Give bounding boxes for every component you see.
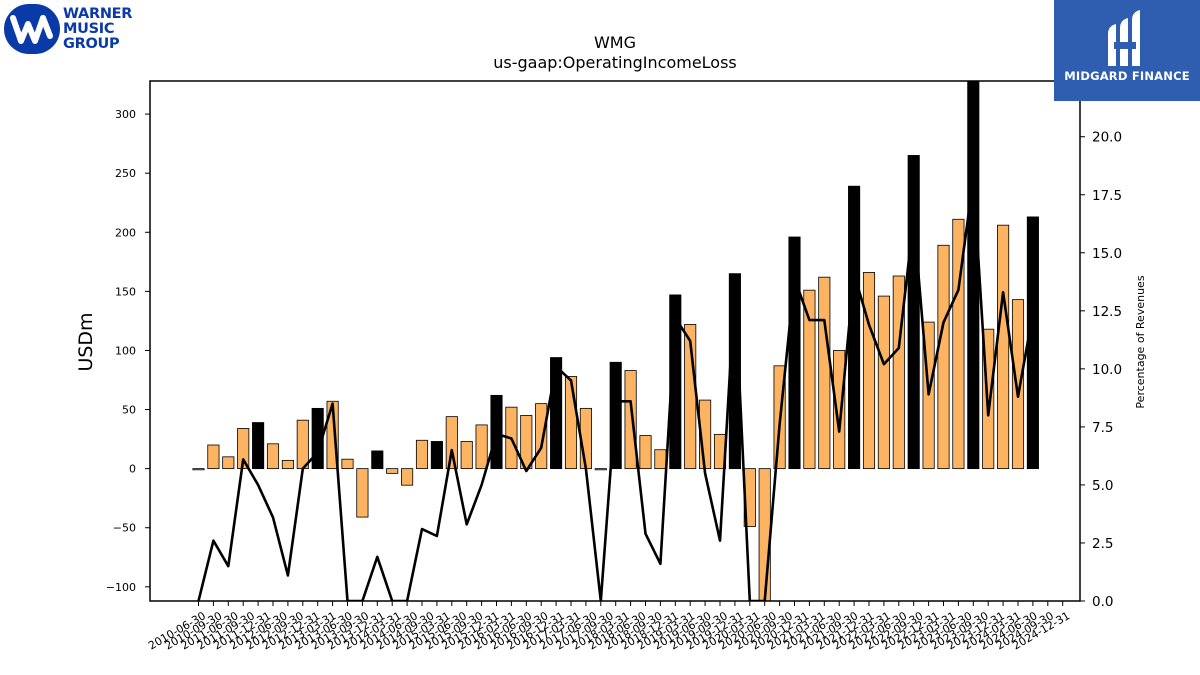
- quarter-bar: [281, 459, 294, 470]
- y2-tick-label: 10.0: [1092, 362, 1122, 378]
- y-tick-label: −50: [113, 522, 136, 535]
- wmg-logo-line: GROUP: [63, 36, 120, 52]
- y-tick-label: 150: [115, 285, 136, 298]
- quarter-bar: [192, 468, 205, 471]
- quarter-bar: [1011, 299, 1025, 470]
- percentage-line: [197, 177, 1035, 601]
- plot-frame: [149, 80, 1081, 602]
- y-tick-label: 50: [122, 404, 136, 417]
- quarter-bar: [386, 468, 399, 474]
- quarter-bar: [624, 370, 637, 470]
- midgard-brand-text: MIDGARD FINANCE: [1064, 69, 1190, 83]
- quarter-bar: [937, 244, 950, 470]
- wmg-logo-line: MUSIC: [63, 21, 115, 37]
- y2-tick-label: 2.5: [1092, 536, 1113, 552]
- y-tick-label: 300: [115, 108, 136, 121]
- y2-axis-label: Percentage of Revenues: [1134, 275, 1147, 408]
- y-axis-label: USDm: [75, 312, 97, 371]
- y2-tick-label: 17.5: [1092, 188, 1122, 204]
- y-axis-right: 0.0 2.5 5.0 7.5 10.0 12.5 15.0 17.5 20.0: [1080, 130, 1122, 610]
- quarter-bar: [564, 376, 578, 470]
- quarter-bar: [639, 435, 652, 470]
- wmg-logo: WARNER MUSIC GROUP: [4, 4, 144, 56]
- quarter-bar: [818, 276, 831, 470]
- chart-subtitle: us-gaap:OperatingIncomeLoss: [493, 53, 737, 72]
- y2-tick-label: 15.0: [1092, 246, 1122, 262]
- annual-bar: [967, 80, 980, 470]
- quarter-bar: [460, 441, 473, 470]
- annual-bar: [311, 407, 324, 470]
- quarter-bar: [445, 416, 458, 470]
- quarter-bar: [877, 295, 890, 470]
- quarter-bar: [326, 400, 339, 470]
- quarter-bar: [803, 289, 816, 470]
- annual-bar: [430, 441, 443, 470]
- quarter-bar: [266, 443, 280, 470]
- quarter-bar: [222, 456, 235, 470]
- quarter-bar: [356, 468, 369, 518]
- y2-tick-label: 5.0: [1092, 478, 1113, 494]
- plot-area: [192, 80, 1039, 602]
- y2-tick-label: 12.5: [1092, 304, 1122, 320]
- y2-tick-label: 0.0: [1092, 594, 1113, 610]
- quarter-bar: [654, 449, 667, 470]
- quarter-bar: [594, 468, 607, 471]
- x-axis: 2010-06-302010-09-302011-06-302011-09-30…: [146, 601, 1072, 652]
- y2-tick-label: 20.0: [1092, 130, 1122, 146]
- percentage-line-path: [197, 177, 1035, 601]
- quarter-bar: [535, 403, 548, 470]
- midgard-logo-icon: [1108, 10, 1140, 66]
- quarter-bar: [997, 224, 1010, 470]
- quarter-bar: [862, 272, 876, 470]
- y-tick-label: −100: [106, 581, 136, 594]
- quarter-bar: [401, 468, 414, 486]
- y-tick-label: 250: [115, 167, 136, 180]
- quarter-bar: [833, 350, 846, 470]
- annual-bar: [1026, 216, 1039, 470]
- annual-bar: [490, 394, 503, 470]
- annual-bar: [669, 294, 682, 470]
- y-tick-label: 100: [115, 344, 136, 357]
- quarter-bar: [341, 458, 354, 470]
- quarter-bar: [207, 444, 220, 470]
- midgard-logo: MIDGARD FINANCE: [1054, 0, 1200, 101]
- annual-bar: [907, 155, 920, 470]
- y-axis-left: −100 −50 0 50 100 150 200 250 300: [106, 108, 150, 594]
- annual-bar: [371, 450, 384, 470]
- wmg-logo-icon: [4, 4, 60, 54]
- y-tick-label: 0: [129, 463, 136, 476]
- wmg-logo-text: WARNER MUSIC GROUP: [63, 7, 132, 52]
- quarter-bar: [415, 439, 429, 470]
- annual-bar: [550, 357, 563, 470]
- y2-tick-label: 7.5: [1092, 420, 1113, 436]
- quarter-bar: [952, 218, 965, 470]
- wmg-logo-line: WARNER: [63, 6, 133, 22]
- chart-title: WMG: [594, 33, 636, 52]
- y-tick-label: 200: [115, 226, 136, 239]
- quarter-bar: [296, 419, 309, 470]
- quarter-bar: [892, 275, 905, 470]
- annual-bar: [252, 422, 265, 470]
- annual-bar: [788, 236, 801, 470]
- quarter-bar: [475, 424, 488, 470]
- quarter-bar: [758, 468, 771, 602]
